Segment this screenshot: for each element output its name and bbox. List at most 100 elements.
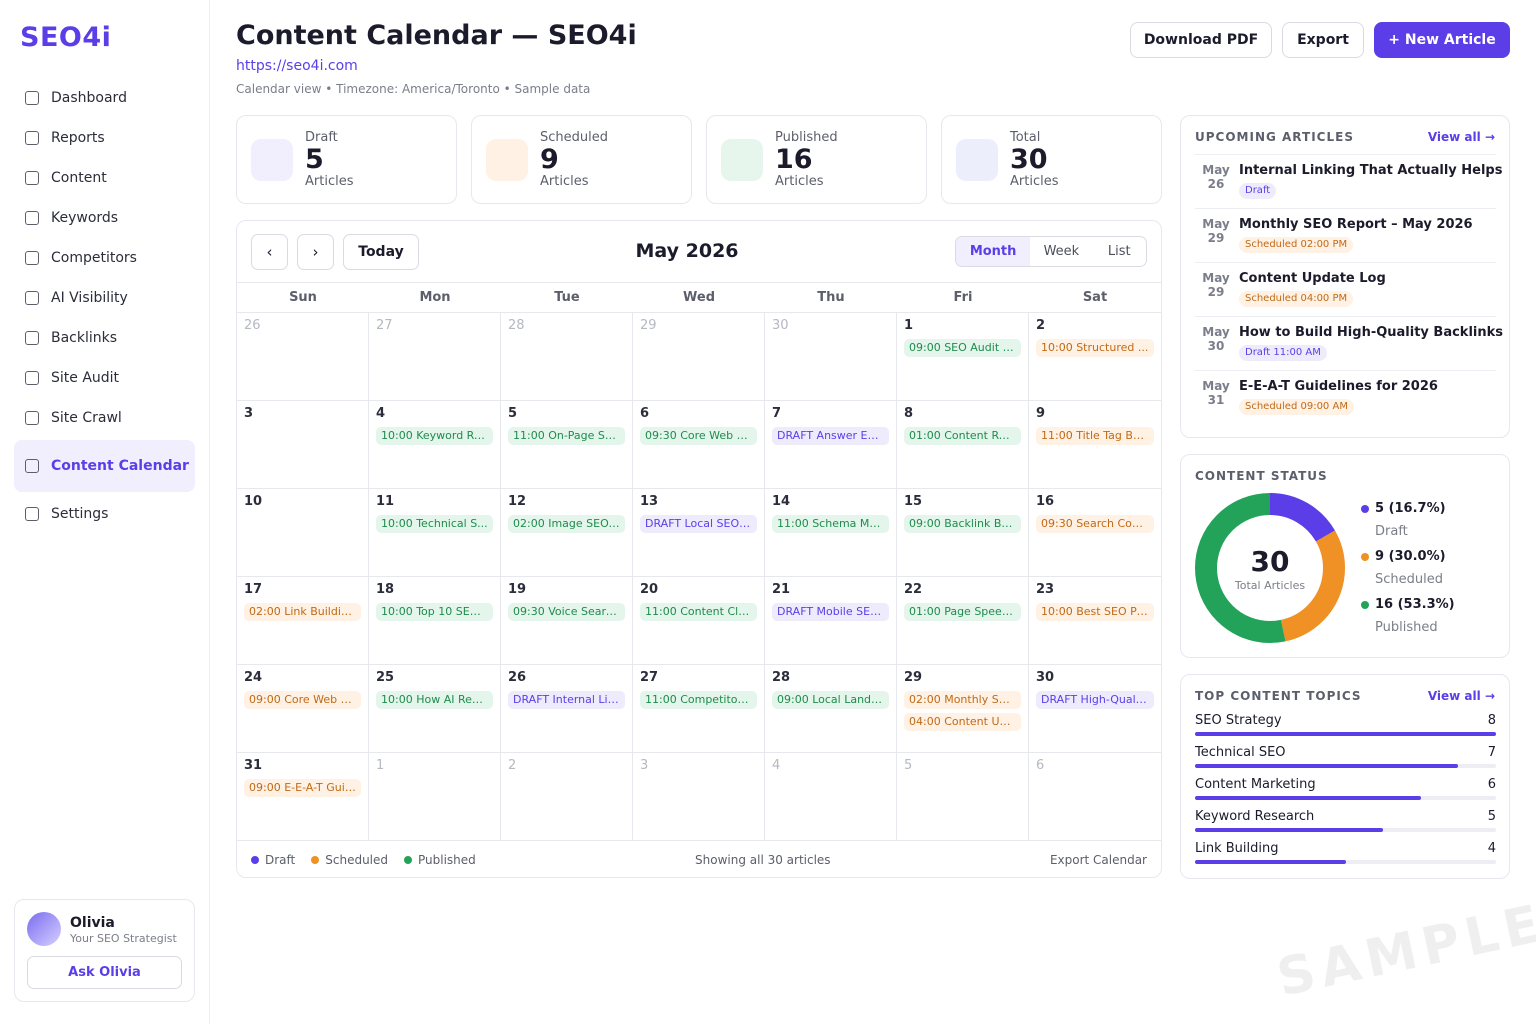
sidebar-item-dashboard[interactable]: Dashboard	[14, 78, 195, 118]
calendar-event[interactable]: DRAFT Mobile SEO...	[772, 603, 889, 621]
topics-view-all-link[interactable]: View all →	[1427, 689, 1495, 703]
sidebar-item-backlinks[interactable]: Backlinks	[14, 318, 195, 358]
calendar-event[interactable]: 10:00 Structured ...	[1036, 339, 1154, 357]
calendar-event[interactable]: 10:00 Top 10 SEO ...	[376, 603, 493, 621]
calendar-event[interactable]: 01:00 Content Ref...	[904, 427, 1021, 445]
prev-month-button[interactable]: ‹	[251, 234, 288, 270]
calendar-day-cell[interactable]: 28 09:00 Local Landi...	[765, 665, 897, 753]
topic-row[interactable]: Keyword Research 5	[1195, 809, 1496, 837]
calendar-event[interactable]: 09:30 Voice Searc...	[508, 603, 625, 621]
calendar-event[interactable]: 01:00 Page Speed...	[904, 603, 1021, 621]
new-article-button[interactable]: + New Article	[1374, 22, 1510, 58]
sidebar-item-content-calendar[interactable]: Content Calendar	[14, 440, 195, 492]
topic-row[interactable]: SEO Strategy 8	[1195, 713, 1496, 741]
calendar-day-cell[interactable]: 16 09:30 Search Con...	[1029, 489, 1161, 577]
calendar-event[interactable]: 09:30 Core Web Vi...	[640, 427, 757, 445]
sidebar-item-settings[interactable]: Settings	[14, 494, 195, 534]
calendar-day-cell[interactable]: 25 10:00 How AI Rea...	[369, 665, 501, 753]
logo[interactable]: SEO4i	[20, 22, 112, 53]
calendar-day-cell[interactable]: 17 02:00 Link Buildin...	[237, 577, 369, 665]
calendar-day-cell[interactable]: 19 09:30 Voice Searc...	[501, 577, 633, 665]
sidebar-item-reports[interactable]: Reports	[14, 118, 195, 158]
calendar-day-cell[interactable]: 2 10:00 Structured ...	[1029, 313, 1161, 401]
topic-row[interactable]: Content Marketing 6	[1195, 777, 1496, 805]
export-button[interactable]: Export	[1282, 22, 1364, 58]
calendar-event[interactable]: 11:00 Content Clu...	[640, 603, 757, 621]
calendar-day-cell[interactable]: 21 DRAFT Mobile SEO...	[765, 577, 897, 665]
calendar-event[interactable]: DRAFT Answer En...	[772, 427, 889, 445]
site-url-link[interactable]: https://seo4i.com	[236, 58, 358, 74]
calendar-day-cell[interactable]: 3	[237, 401, 369, 489]
calendar-event[interactable]: 09:00 Local Landi...	[772, 691, 889, 709]
calendar-event[interactable]: 11:00 Schema Ma...	[772, 515, 889, 533]
sidebar-item-site-crawl[interactable]: Site Crawl	[14, 398, 195, 438]
calendar-day-cell[interactable]: 5	[897, 753, 1029, 841]
calendar-day-cell[interactable]: 6 09:30 Core Web Vi...	[633, 401, 765, 489]
calendar-event[interactable]: 09:00 Backlink Bui...	[904, 515, 1021, 533]
calendar-day-cell[interactable]: 29 02:00 Monthly SE... 04:00 Content Up...	[897, 665, 1029, 753]
calendar-day-cell[interactable]: 22 01:00 Page Speed...	[897, 577, 1029, 665]
calendar-event[interactable]: 09:00 Core Web Vi...	[244, 691, 361, 709]
calendar-event[interactable]: 11:00 Title Tag Be...	[1036, 427, 1154, 445]
calendar-event[interactable]: DRAFT Internal Lin...	[508, 691, 625, 709]
calendar-event[interactable]: 10:00 Technical S...	[376, 515, 493, 533]
sidebar-item-ai-visibility[interactable]: AI Visibility	[14, 278, 195, 318]
calendar-day-cell[interactable]: 10	[237, 489, 369, 577]
calendar-day-cell[interactable]: 1	[369, 753, 501, 841]
calendar-event[interactable]: DRAFT High-Qualit...	[1036, 691, 1154, 709]
calendar-day-cell[interactable]: 2	[501, 753, 633, 841]
sidebar-item-keywords[interactable]: Keywords	[14, 198, 195, 238]
calendar-event[interactable]: 09:00 SEO Audit C...	[904, 339, 1021, 357]
upcoming-item[interactable]: May 26 Internal Linking That Actually Help…	[1195, 154, 1502, 208]
calendar-day-cell[interactable]: 5 11:00 On-Page SE...	[501, 401, 633, 489]
calendar-event[interactable]: 04:00 Content Up...	[904, 713, 1021, 731]
calendar-day-cell[interactable]: 11 10:00 Technical S...	[369, 489, 501, 577]
today-button[interactable]: Today	[343, 234, 419, 270]
sidebar-item-content[interactable]: Content	[14, 158, 195, 198]
export-calendar-link[interactable]: Export Calendar	[1049, 853, 1147, 867]
calendar-event[interactable]: 10:00 Keyword Re...	[376, 427, 493, 445]
topic-row[interactable]: Link Building 4	[1195, 841, 1496, 869]
sidebar-item-competitors[interactable]: Competitors	[14, 238, 195, 278]
calendar-day-cell[interactable]: 27	[369, 313, 501, 401]
calendar-day-cell[interactable]: 18 10:00 Top 10 SEO ...	[369, 577, 501, 665]
calendar-day-cell[interactable]: 26 DRAFT Internal Lin...	[501, 665, 633, 753]
upcoming-item[interactable]: May 29 Monthly SEO Report – May 2026 Schedu…	[1195, 208, 1496, 262]
upcoming-view-all-link[interactable]: View all →	[1427, 130, 1495, 144]
calendar-event[interactable]: 09:00 E-E-A-T Guid...	[244, 779, 361, 797]
calendar-day-cell[interactable]: 9 11:00 Title Tag Be...	[1029, 401, 1161, 489]
calendar-day-cell[interactable]: 30	[765, 313, 897, 401]
sidebar-item-site-audit[interactable]: Site Audit	[14, 358, 195, 398]
calendar-day-cell[interactable]: 8 01:00 Content Ref...	[897, 401, 1029, 489]
calendar-day-cell[interactable]: 1 09:00 SEO Audit C...	[897, 313, 1029, 401]
calendar-event[interactable]: 09:30 Search Con...	[1036, 515, 1154, 533]
next-month-button[interactable]: ›	[297, 234, 334, 270]
calendar-day-cell[interactable]: 7 DRAFT Answer En...	[765, 401, 897, 489]
calendar-day-cell[interactable]: 13 DRAFT Local SEO ...	[633, 489, 765, 577]
calendar-event[interactable]: DRAFT Local SEO ...	[640, 515, 757, 533]
calendar-day-cell[interactable]: 20 11:00 Content Clu...	[633, 577, 765, 665]
topic-row[interactable]: Technical SEO 7	[1195, 745, 1496, 773]
calendar-day-cell[interactable]: 6	[1029, 753, 1161, 841]
calendar-event[interactable]: 10:00 How AI Rea...	[376, 691, 493, 709]
calendar-day-cell[interactable]: 26	[237, 313, 369, 401]
calendar-day-cell[interactable]: 23 10:00 Best SEO Pr...	[1029, 577, 1161, 665]
upcoming-item[interactable]: May 31 E-E-A-T Guidelines for 2026 Schedule…	[1195, 370, 1496, 424]
download-pdf-button[interactable]: Download PDF	[1130, 22, 1272, 58]
calendar-day-cell[interactable]: 15 09:00 Backlink Bui...	[897, 489, 1029, 577]
view-month-tab[interactable]: Month	[956, 237, 1031, 266]
calendar-day-cell[interactable]: 31 09:00 E-E-A-T Guid...	[237, 753, 369, 841]
upcoming-item[interactable]: May 30 How to Build High-Quality Backlinks…	[1195, 316, 1503, 370]
calendar-day-cell[interactable]: 12 02:00 Image SEO: ...	[501, 489, 633, 577]
upcoming-item[interactable]: May 29 Content Update Log Scheduled 04:00 P…	[1195, 262, 1496, 316]
calendar-event[interactable]: 02:00 Monthly SE...	[904, 691, 1021, 709]
view-week-tab[interactable]: Week	[1043, 244, 1080, 259]
calendar-event[interactable]: 11:00 On-Page SE...	[508, 427, 625, 445]
calendar-day-cell[interactable]: 14 11:00 Schema Ma...	[765, 489, 897, 577]
calendar-day-cell[interactable]: 3	[633, 753, 765, 841]
calendar-day-cell[interactable]: 24 09:00 Core Web Vi...	[237, 665, 369, 753]
calendar-day-cell[interactable]: 4	[765, 753, 897, 841]
calendar-day-cell[interactable]: 29	[633, 313, 765, 401]
calendar-day-cell[interactable]: 28	[501, 313, 633, 401]
calendar-event[interactable]: 10:00 Best SEO Pr...	[1036, 603, 1154, 621]
